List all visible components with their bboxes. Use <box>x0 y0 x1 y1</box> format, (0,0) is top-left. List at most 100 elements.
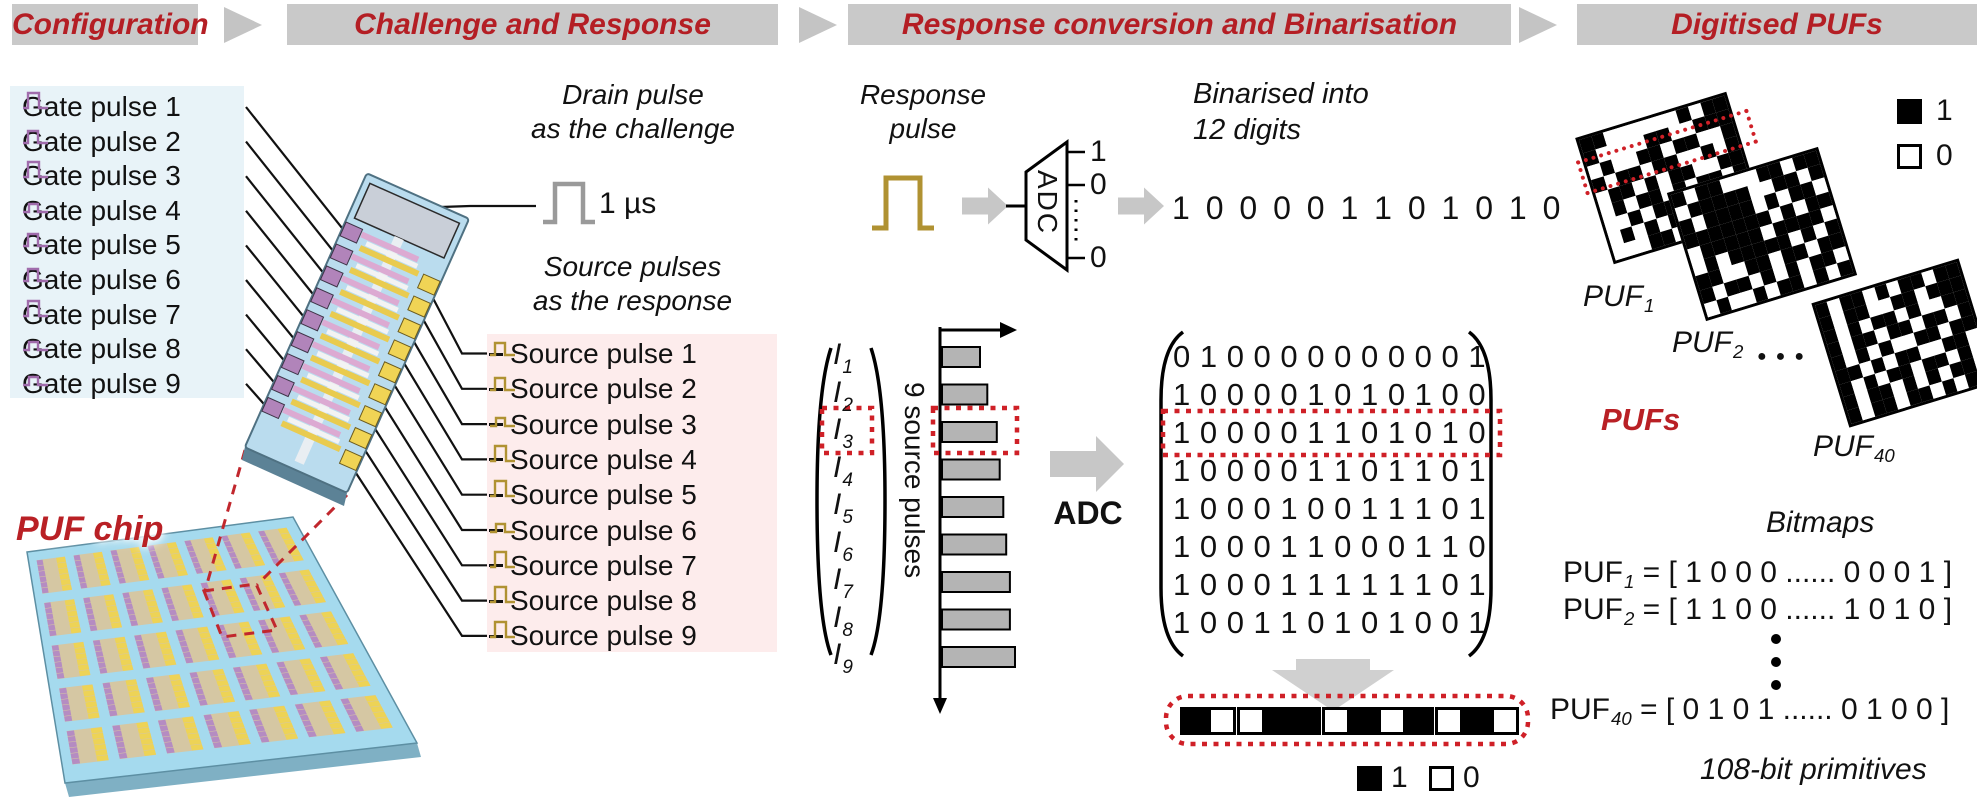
board-block-part <box>126 684 139 692</box>
board-block-part <box>134 634 143 641</box>
board-block-part <box>70 627 82 634</box>
board-block-part <box>277 716 291 724</box>
board-block-part <box>357 680 371 687</box>
board-block-part <box>220 691 233 698</box>
board-block-part <box>281 672 291 679</box>
board-block-part <box>292 644 306 651</box>
board-block-part <box>203 643 216 650</box>
response-to-adc-arrow <box>962 187 1008 225</box>
board-block-part <box>187 733 200 740</box>
board-block-part <box>95 563 107 570</box>
device-gate-finger <box>282 407 342 438</box>
device-gate-pad <box>339 221 364 244</box>
board-block-part <box>76 566 84 572</box>
board-block-part <box>64 715 73 722</box>
board-block-part <box>71 758 81 765</box>
board-block-part <box>168 609 177 616</box>
board-block-part <box>237 738 251 746</box>
board-block-part <box>63 710 72 716</box>
board-block-part <box>159 725 169 732</box>
board-block-part <box>250 554 263 561</box>
board-block-part <box>322 662 333 668</box>
board-block-part <box>69 621 80 628</box>
board-block-part <box>205 648 218 656</box>
current-label: I7 <box>833 563 853 603</box>
source-connector-line <box>416 309 489 390</box>
device-channel <box>355 263 409 291</box>
board-block-part <box>320 656 330 663</box>
current-base: I <box>833 563 842 596</box>
board-block-part <box>253 720 263 726</box>
puf-equation: PUF1 = [ 1 0 0 0 ...... 0 0 0 1 ] <box>1563 556 1952 593</box>
board-block-part <box>302 620 312 626</box>
board-block-part <box>244 588 254 595</box>
board-block-part <box>139 732 152 740</box>
source-pulse-item: Source pulse 4 <box>489 443 771 477</box>
device-source-finger <box>309 354 371 387</box>
board-block-part <box>378 722 393 729</box>
board-block-part <box>240 532 252 539</box>
device-source-pad <box>407 295 432 318</box>
bar-highlight-box <box>930 405 1020 456</box>
board-block-part <box>284 733 299 740</box>
current-label: I5 <box>833 488 853 528</box>
board-block-part <box>87 614 95 620</box>
board-block-part <box>278 667 289 673</box>
board-block-part <box>102 682 111 689</box>
board-block-part <box>174 690 187 698</box>
board-block-part <box>162 653 175 661</box>
puf-equation: PUF40 = [ 0 1 0 1 ...... 0 1 0 0 ] <box>1550 693 1949 730</box>
board-block-part <box>302 720 312 727</box>
source-pulse-icon <box>490 479 515 498</box>
board-block-part <box>118 577 126 584</box>
source-connector-line <box>368 418 489 567</box>
source-pulses-caption: Source pulses as the response <box>515 250 750 318</box>
device-gate-pad <box>329 243 354 266</box>
source-pulse-label: Source pulse 8 <box>510 585 697 617</box>
board-block-part <box>239 683 249 690</box>
adc-symbol <box>1024 139 1069 273</box>
source-pulse-item: Source pulse 2 <box>489 372 771 406</box>
device-gate-pad <box>290 331 315 354</box>
bit-box <box>1378 707 1407 735</box>
axis-arrowhead-right <box>1000 322 1017 338</box>
board-block-part <box>211 736 221 743</box>
board-block-part <box>105 599 117 607</box>
board-block-part <box>116 741 125 748</box>
device-source-finger <box>339 288 400 321</box>
source-pulse-item: Source pulse 8 <box>489 584 771 618</box>
board-block-part <box>249 649 263 656</box>
board-block-part <box>152 561 161 568</box>
source-pulse-icon <box>490 377 515 392</box>
source-pulse-label: Source pulse 3 <box>510 408 697 440</box>
board-block-part <box>246 594 256 600</box>
board-block-part <box>77 664 90 671</box>
board-block-part <box>129 696 142 703</box>
puf2-sub: 2 <box>1733 340 1744 362</box>
board-block-part <box>243 538 255 545</box>
board-block-part <box>182 584 194 591</box>
board-block-part <box>165 598 174 605</box>
response-caption-line2: pulse <box>889 113 957 144</box>
board-block-part <box>225 590 238 597</box>
bit-box <box>1293 707 1322 735</box>
gate-pulse-icon <box>23 375 48 386</box>
board-block-part <box>260 674 274 681</box>
board-block-part <box>221 535 230 542</box>
dot: ● <box>1775 348 1795 365</box>
board-block-part <box>228 552 237 558</box>
board-block-part <box>276 661 286 668</box>
board-block-part <box>140 657 149 663</box>
source-pulse-icon <box>490 550 515 568</box>
board-block-part <box>216 680 229 687</box>
board-block-part <box>282 727 296 735</box>
board-block-part <box>257 731 268 737</box>
board-block-part <box>136 569 148 576</box>
source-pulse-label: Source pulse 2 <box>510 373 697 405</box>
board-block-part <box>182 651 192 658</box>
gate-pulse-item: Gate pulse 3 <box>22 159 181 193</box>
board-block-part <box>121 664 134 671</box>
current-sub: 7 <box>842 582 853 603</box>
board-block-part <box>153 705 163 711</box>
